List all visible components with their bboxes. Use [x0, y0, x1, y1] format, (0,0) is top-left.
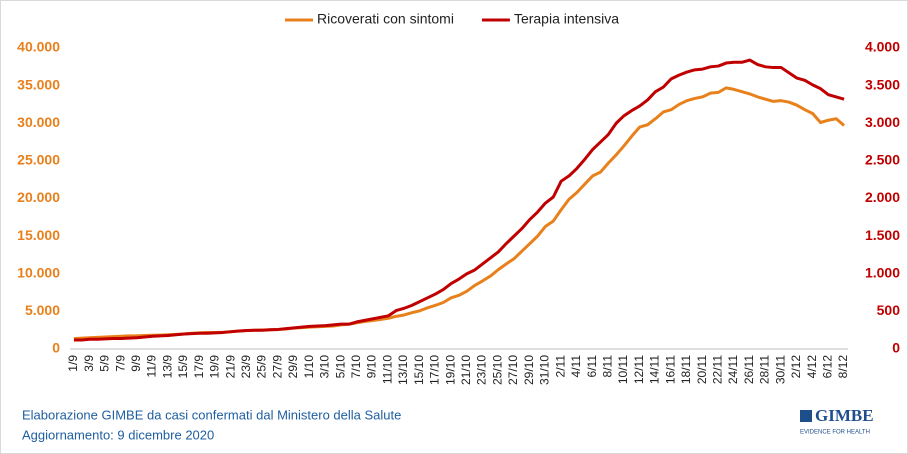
y2-tick-label: 4.000	[865, 39, 900, 55]
x-tick-label: 1/9	[66, 355, 80, 372]
x-tick-label: 24/11	[726, 355, 740, 384]
y-tick-label: 10.000	[17, 264, 60, 280]
logo: GIMBE EVIDENCE FOR HEALTH	[800, 406, 874, 436]
legend-label: Ricoverati con sintomi	[317, 11, 454, 27]
x-tick-label: 22/11	[711, 355, 725, 384]
y-tick-label: 20.000	[17, 189, 60, 205]
x-tick-label: 14/11	[648, 355, 662, 384]
y-tick-label: 0	[52, 340, 60, 356]
x-tick-label: 11/9	[145, 355, 159, 378]
y2-tick-label: 3.500	[865, 76, 900, 92]
y-tick-label: 25.000	[17, 152, 60, 168]
x-tick-label: 18/11	[679, 355, 693, 384]
x-tick-label: 21/9	[223, 355, 237, 379]
x-tick-label: 2/11	[553, 355, 567, 378]
x-tick-label: 1/10	[302, 355, 316, 379]
x-tick-label: 27/10	[506, 355, 520, 385]
y2-tick-label: 1.500	[865, 227, 900, 243]
x-tick-label: 6/12	[821, 355, 835, 379]
y-tick-label: 40.000	[17, 39, 60, 55]
x-tick-label: 8/12	[836, 355, 850, 379]
x-tick-label: 28/11	[758, 355, 772, 384]
x-tick-label: 3/9	[82, 355, 96, 372]
x-tick-label: 17/10	[428, 355, 442, 385]
x-tick-label: 7/9	[113, 355, 127, 372]
x-tick-label: 21/10	[459, 355, 473, 385]
x-tick-label: 19/10	[443, 355, 457, 385]
source-note: Elaborazione GIMBE da casi confermati da…	[22, 407, 401, 422]
x-tick-label: 25/10	[490, 355, 504, 385]
y2-tick-label: 2.500	[865, 152, 900, 168]
x-tick-label: 26/11	[742, 355, 756, 384]
x-tick-label: 9/10	[365, 355, 379, 379]
y-tick-label: 30.000	[17, 114, 60, 130]
series-line	[73, 58, 845, 342]
y2-tick-label: 0	[892, 340, 900, 356]
x-tick-label: 13/9	[160, 355, 174, 379]
x-tick-label: 3/10	[318, 355, 332, 379]
y-tick-label: 35.000	[17, 76, 60, 92]
y2-tick-label: 1.000	[865, 264, 900, 280]
x-tick-label: 15/9	[176, 355, 190, 379]
x-tick-label: 4/11	[569, 355, 583, 378]
x-tick-label: 29/10	[522, 355, 536, 385]
logo-tagline: EVIDENCE FOR HEALTH	[800, 430, 870, 436]
logo-text: GIMBE	[815, 406, 874, 425]
x-tick-label: 23/10	[475, 355, 489, 385]
x-tick-label: 25/9	[255, 355, 269, 379]
x-tick-label: 8/11	[600, 355, 614, 378]
x-tick-label: 13/10	[396, 355, 410, 385]
y-tick-label: 5.000	[25, 302, 60, 318]
y2-tick-label: 500	[877, 302, 901, 318]
x-tick-label: 17/9	[192, 355, 206, 379]
x-tick-label: 5/9	[98, 355, 112, 372]
x-tick-label: 2/12	[789, 355, 803, 379]
x-tick-label: 10/11	[616, 355, 630, 384]
x-tick-label: 9/9	[129, 355, 143, 372]
y2-tick-label: 2.000	[865, 189, 900, 205]
x-tick-label: 29/9	[286, 355, 300, 379]
x-tick-label: 12/11	[632, 355, 646, 384]
x-tick-label: 19/9	[208, 355, 222, 379]
x-tick-label: 5/10	[333, 355, 347, 379]
x-tick-label: 27/9	[270, 355, 284, 379]
y-tick-label: 15.000	[17, 227, 60, 243]
x-tick-label: 16/11	[663, 355, 677, 384]
x-tick-label: 4/12	[805, 355, 819, 379]
x-tick-label: 30/11	[773, 355, 787, 384]
logo-icon	[800, 410, 812, 422]
x-tick-label: 20/11	[695, 355, 709, 384]
x-tick-label: 11/10	[380, 355, 394, 384]
x-tick-label: 6/11	[585, 355, 599, 378]
x-tick-label: 7/10	[349, 355, 363, 379]
update-note: Aggiornamento: 9 dicembre 2020	[22, 427, 214, 442]
x-tick-label: 15/10	[412, 355, 426, 385]
x-tick-label: 23/9	[239, 355, 253, 379]
y2-tick-label: 3.000	[865, 114, 900, 130]
x-tick-label: 31/10	[538, 355, 552, 385]
legend-label: Terapia intensiva	[514, 11, 619, 27]
